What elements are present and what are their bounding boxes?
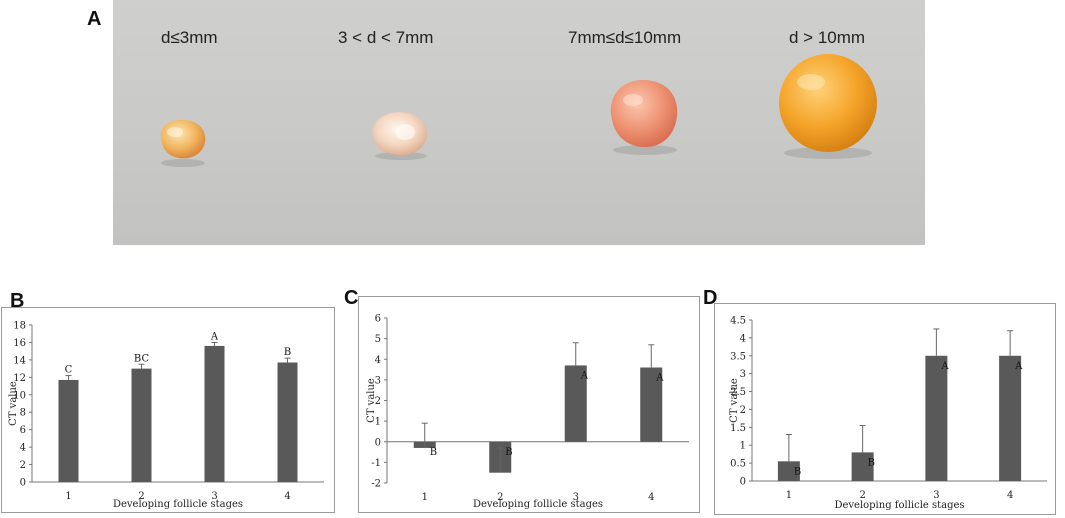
chart-b-svg: 0 2 4 6 8 10 12 14 16 18 C 1 BC 2 A 3 B 4 Developing folli… (8, 321, 324, 510)
chart-c-xtick-label-3: 3 (573, 492, 579, 503)
size-label-4: d > 10mm (789, 28, 866, 47)
chart-c-ytick-label-1: -1 (371, 458, 381, 469)
chart-c-ytick-label-2: 0 (375, 437, 381, 448)
panel-label-d: D (703, 287, 718, 309)
chart-d-y-axis-title: CT value (729, 378, 740, 423)
chart-b-ytick-label-3: 6 (20, 425, 26, 436)
chart-b-ytick-label-9: 18 (13, 321, 26, 332)
chart-d-xtick-label-1: 1 (786, 490, 792, 501)
chart-b-sig-letter-1: C (65, 365, 73, 376)
chart-d-ytick-label-8: 4 (740, 333, 746, 344)
chart-d-ytick-label-6: 3 (740, 369, 746, 380)
chart-d-xtick-label-4: 4 (1007, 490, 1013, 501)
chart-c-ytick-label-4: 2 (375, 396, 381, 407)
chart-c-sig-letter-2: B (505, 447, 512, 458)
chart-d-ytick-label-7: 3.5 (730, 351, 746, 362)
chart-b-xtick-label-2: 2 (138, 491, 144, 502)
chart-d-sig-letter-2: B (868, 457, 875, 468)
size-label-1: d≤3mm (161, 28, 218, 47)
chart-d-bar-2 (851, 452, 874, 481)
chart-d-ytick-label-0: 0 (740, 477, 746, 488)
chart-c-bar-4 (640, 367, 663, 442)
panel-label-a: A (87, 8, 102, 30)
chart-b-ytick-label-0: 0 (20, 478, 26, 489)
chart-b-bar-3 (204, 345, 225, 482)
chart-b-xtick-label-4: 4 (284, 491, 290, 502)
chart-b-bar-4 (277, 362, 298, 482)
chart-b-bar-1 (58, 379, 79, 482)
chart-b-xtick-label-1: 1 (65, 491, 71, 502)
chart-c-xtick-label-2: 2 (497, 492, 503, 503)
chart-b-sig-letter-4: B (284, 347, 291, 358)
chart-c-sig-letter-1: B (430, 447, 437, 458)
chart-b-ytick-label-6: 12 (13, 373, 26, 384)
chart-c-ytick-label-0: -2 (371, 479, 381, 490)
chart-d-ytick-label-9: 4.5 (730, 316, 746, 327)
chart-c-ytick-label-5: 3 (375, 375, 381, 386)
chart-b-y-axis-title: CT value (8, 381, 19, 426)
chart-b-bar-2 (131, 368, 152, 482)
chart-d-x-axis-title: Developing follicle stages (834, 500, 964, 511)
chart-d-ytick-label-1: 0.5 (730, 459, 746, 470)
chart-b-ytick-label-7: 14 (13, 355, 26, 366)
chart-d-sig-letter-3: A (940, 361, 949, 372)
panel-label-b: B (10, 290, 25, 312)
chart-b-ytick-label-4: 8 (20, 408, 26, 419)
chart-b-sig-letter-3: A (210, 331, 219, 342)
chart-c-bar-3 (564, 365, 587, 442)
chart-c-ytick-label-7: 5 (375, 334, 381, 345)
chart-c-y-axis-title: CT value (366, 378, 377, 423)
chart-c-ytick-label-6: 4 (375, 355, 381, 366)
size-label-2: 3 < d < 7mm (338, 28, 434, 47)
chart-b-ytick-label-2: 4 (20, 443, 26, 454)
chart-c-xtick-label-1: 1 (422, 492, 428, 503)
chart-b-x-axis-title: Developing follicle stages (113, 499, 243, 510)
chart-d-sig-letter-4: A (1014, 361, 1023, 372)
chart-d-ytick-label-2: 1 (740, 441, 746, 452)
chart-d-xtick-label-2: 2 (859, 490, 865, 501)
chart-panel-d: 0 0.5 1 1.5 2 2.5 3 3.5 4 4.5 B 1 B 2 A 3 A 4 Developing f… (714, 303, 1056, 515)
chart-c-ytick-label-3: 1 (375, 417, 381, 428)
chart-b-xtick-label-3: 3 (211, 491, 217, 502)
size-label-3: 7mm≤d≤10mm (568, 28, 682, 47)
follicle-medium-large (610, 80, 678, 155)
chart-d-bar-3 (925, 355, 948, 481)
follicle-medium-small (372, 112, 428, 160)
chart-d-svg: 0 0.5 1 1.5 2 2.5 3 3.5 4 4.5 B 1 B 2 A 3 A 4 Developing f… (729, 316, 1047, 511)
chart-b-sig-letter-2: BC (134, 353, 150, 364)
chart-d-sig-letter-1: B (794, 466, 801, 477)
follicle-large (779, 54, 877, 159)
chart-d-ytick-label-4: 2 (740, 405, 746, 416)
chart-d-xtick-label-3: 3 (933, 490, 939, 501)
chart-panel-c: -2 -1 0 1 2 3 4 5 6 B 1 B 2 A 3 A 4 Developing follicle s… (358, 296, 700, 513)
chart-panel-b: 0 2 4 6 8 10 12 14 16 18 C 1 BC 2 A 3 B 4 Developing folli… (1, 307, 335, 513)
chart-b-ytick-label-1: 2 (20, 460, 26, 471)
chart-d-bar-1 (777, 461, 800, 481)
chart-c-xtick-label-4: 4 (648, 492, 654, 503)
chart-b-ytick-label-8: 16 (13, 338, 26, 349)
follicle-photo: d≤3mm 3 < d < 7mm 7mm≤d≤10mm d > 10mm (113, 0, 925, 245)
chart-b-ytick-label-5: 10 (13, 390, 26, 401)
chart-c-svg: -2 -1 0 1 2 3 4 5 6 B 1 B 2 A 3 A 4 Developing follicle s… (366, 314, 689, 510)
chart-d-ytick-label-5: 2.5 (730, 387, 746, 398)
chart-d-bar-4 (999, 355, 1022, 481)
chart-c-ytick-label-8: 6 (375, 314, 381, 325)
chart-c-x-axis-title: Developing follicle stages (473, 499, 603, 510)
chart-d-ytick-label-3: 1.5 (730, 423, 746, 434)
panel-label-c: C (344, 287, 359, 309)
chart-c-sig-letter-3: A (580, 370, 589, 381)
chart-c-sig-letter-4: A (655, 373, 664, 384)
follicle-small (160, 119, 206, 167)
